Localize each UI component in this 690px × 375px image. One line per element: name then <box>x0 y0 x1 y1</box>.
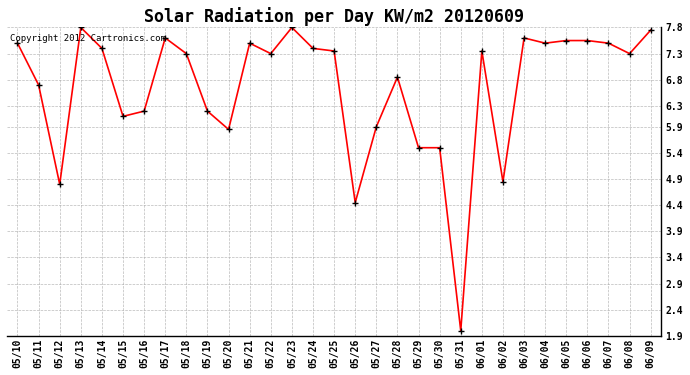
Title: Solar Radiation per Day KW/m2 20120609: Solar Radiation per Day KW/m2 20120609 <box>144 7 524 26</box>
Text: Copyright 2012 Cartronics.com: Copyright 2012 Cartronics.com <box>10 34 166 43</box>
